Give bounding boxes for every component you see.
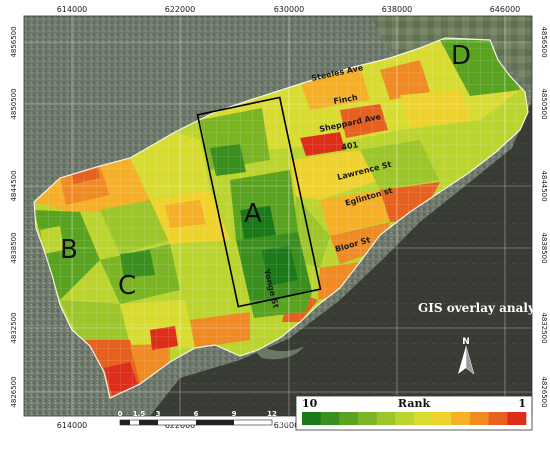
street-finch: Finch <box>333 93 359 106</box>
legend-swatches <box>302 412 527 425</box>
legend-title: Rank <box>398 397 431 410</box>
coordinate-grid <box>24 16 532 416</box>
scale-tick-5: 12 <box>267 410 277 418</box>
city-boundary <box>33 37 529 399</box>
legend-swatch <box>451 412 471 425</box>
legend-swatch <box>507 412 527 425</box>
north-label: N <box>462 337 470 347</box>
zone-label-a: A <box>244 199 262 229</box>
lake-ontario <box>150 100 532 416</box>
x-ticks-top: 614000 622000 630000 638000 646000 <box>57 5 521 14</box>
y-tick-left-4: 4838500 <box>10 232 18 263</box>
y-tick-left-2: 4850500 <box>10 88 18 119</box>
legend-swatch <box>358 412 377 425</box>
legend-swatch <box>488 412 508 425</box>
y-tick-right-3: 4844500 <box>540 170 548 201</box>
zone-labels: A B C D <box>60 41 471 301</box>
study-area-box <box>196 96 322 308</box>
zone-label-c: C <box>118 271 136 301</box>
y-tick-right-5: 4832500 <box>540 312 548 343</box>
scale-tick-3: 6 <box>194 410 199 418</box>
legend-low-label: 1 <box>518 397 526 410</box>
y-ticks-left: 4856500 4850500 4844500 4838500 4832500 … <box>10 26 18 407</box>
scale-tick-1: 1.5 <box>133 410 146 418</box>
legend-swatch <box>395 412 415 425</box>
x-tick-top-1: 614000 <box>57 5 88 14</box>
y-ticks-right: 4856500 4850500 4844500 4838500 4832500 … <box>540 26 548 407</box>
map-frame <box>23 15 533 417</box>
y-tick-left-6: 4826500 <box>10 376 18 407</box>
x-tick-top-5: 646000 <box>490 5 521 14</box>
x-tick-top-2: 622000 <box>165 5 196 14</box>
scale-unit: km <box>278 420 290 428</box>
legend-swatch <box>339 412 359 425</box>
y-tick-left-1: 4856500 <box>10 26 18 57</box>
zone-label-d: D <box>451 41 471 71</box>
legend-swatch <box>432 412 452 425</box>
y-tick-left-3: 4844500 <box>10 170 18 201</box>
rank-legend: 10 Rank 1 <box>295 395 533 431</box>
x-tick-bottom-3: 630000 <box>274 421 305 430</box>
scale-tick-2: 3 <box>156 410 161 418</box>
legend-swatch <box>302 412 321 425</box>
y-tick-right-2: 4850500 <box>540 88 548 119</box>
y-tick-left-5: 4832500 <box>10 312 18 343</box>
y-tick-right-4: 4838500 <box>540 232 548 263</box>
y-tick-right-6: 4826500 <box>540 376 548 407</box>
x-tick-top-3: 630000 <box>274 5 305 14</box>
north-arrow-icon <box>458 346 466 374</box>
legend-high-label: 10 <box>302 397 318 410</box>
legend-swatch <box>320 412 340 425</box>
scale-tick-0: 0 <box>118 410 123 418</box>
legend-swatch <box>470 412 489 425</box>
overlay-title: GIS overlay analysis <box>418 301 550 315</box>
x-tick-bottom-1: 614000 <box>57 421 88 430</box>
north-arrow: N <box>458 337 475 375</box>
x-tick-top-4: 638000 <box>382 5 413 14</box>
zone-label-b: B <box>60 235 78 265</box>
legend-swatch <box>376 412 396 425</box>
y-tick-right-1: 4856500 <box>540 26 548 57</box>
x-tick-bottom-2: 622000 <box>165 421 196 430</box>
scale-tick-4: 9 <box>232 410 237 418</box>
street-401: 401 <box>341 140 359 152</box>
scale-bar: 0 1.5 3 6 9 12 km <box>118 410 290 428</box>
legend-swatch <box>414 412 433 425</box>
